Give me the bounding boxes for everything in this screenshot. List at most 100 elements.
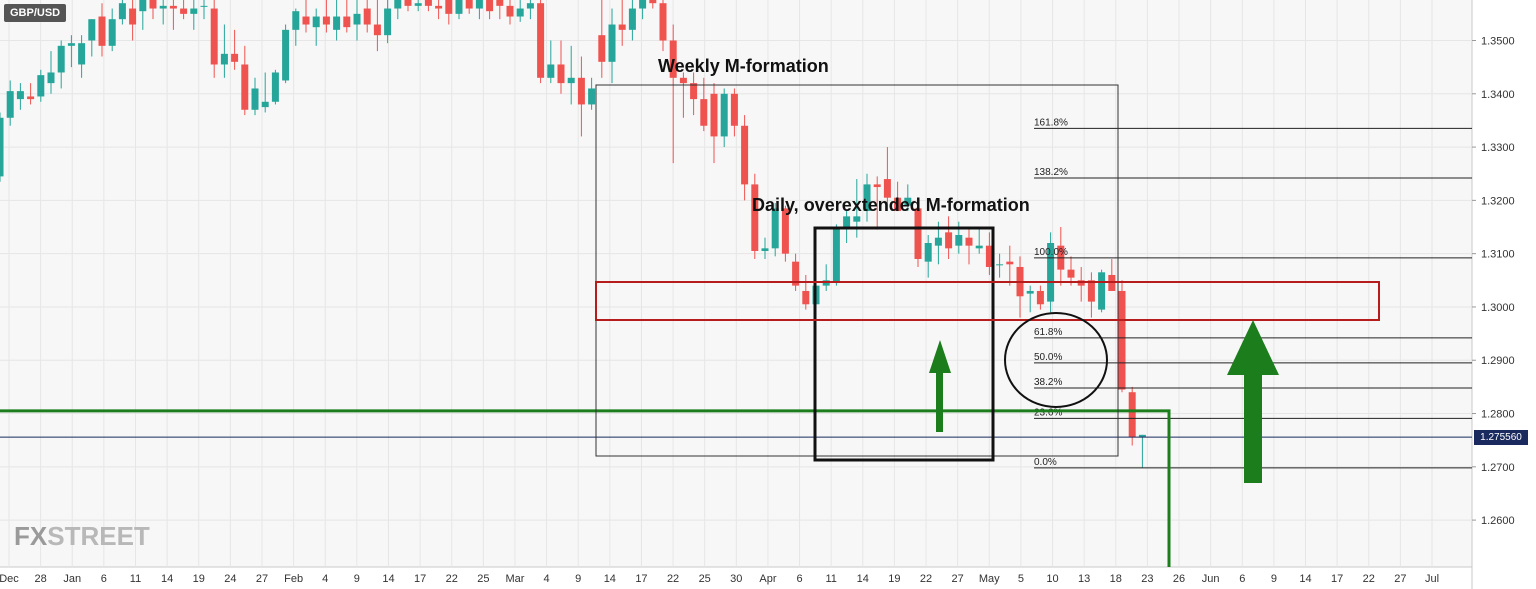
x-tick-label: 22 <box>667 573 679 585</box>
candle-body <box>302 16 310 25</box>
weekly-m-formation-label: Weekly M-formation <box>658 56 829 76</box>
x-tick-label: 19 <box>193 573 205 585</box>
candle-body <box>608 24 616 62</box>
x-tick-label: 13 <box>1078 573 1090 585</box>
y-tick-label: 1.2800 <box>1481 409 1515 421</box>
candle-body <box>404 0 412 6</box>
candle-body <box>720 93 728 137</box>
x-tick-label: May <box>979 573 1000 585</box>
candle-body <box>1036 290 1044 305</box>
x-tick-label: 11 <box>825 573 836 585</box>
candle-body <box>669 40 677 78</box>
x-tick-label: 19 <box>888 573 900 585</box>
candle-body <box>210 8 218 65</box>
candle-body <box>47 72 55 84</box>
candle-body <box>414 3 422 6</box>
candle-body <box>251 88 259 110</box>
y-tick-label: 1.3100 <box>1481 249 1515 261</box>
candle-body <box>761 248 769 251</box>
y-tick-label: 1.3400 <box>1481 89 1515 101</box>
y-tick-label: 1.2700 <box>1481 462 1515 474</box>
candle-body <box>945 232 953 249</box>
candle-body <box>996 264 1004 266</box>
candle-body <box>261 101 269 108</box>
fxstreet-logo: FXSTREET <box>14 521 150 551</box>
candle-body <box>0 117 4 177</box>
candle-body <box>169 5 177 9</box>
candle-body <box>883 179 891 198</box>
support-line <box>0 409 1171 567</box>
candle-body <box>37 75 45 97</box>
candle-body <box>659 3 667 41</box>
candle-body <box>1047 243 1055 302</box>
candle-body <box>639 0 647 9</box>
x-tick-label: 10 <box>1046 573 1058 585</box>
candle-body <box>771 208 779 249</box>
candle-body <box>1128 392 1136 438</box>
x-tick-label: 22 <box>1363 573 1375 585</box>
candle-body <box>894 197 902 212</box>
fib-level-label: 23.6% <box>1034 407 1062 418</box>
candle-body <box>496 0 504 6</box>
candle-body <box>394 0 402 9</box>
fib-level-label: 38.2% <box>1034 377 1062 388</box>
x-tick-label: 14 <box>857 573 869 585</box>
y-tick-label: 1.3000 <box>1481 302 1515 314</box>
candle-body <box>537 3 545 78</box>
y-tick-label: 1.3500 <box>1481 36 1515 48</box>
x-tick-label: 9 <box>1271 573 1277 585</box>
candle-body <box>108 19 116 46</box>
x-tick-label: 6 <box>101 573 107 585</box>
y-tick-label: 1.3200 <box>1481 195 1515 207</box>
candle-body <box>751 184 759 251</box>
x-tick-label: 22 <box>920 573 932 585</box>
candle-body <box>1006 261 1014 265</box>
candle-body <box>241 64 249 110</box>
x-tick-label: 6 <box>1239 573 1245 585</box>
candle-body <box>516 8 524 17</box>
candle-body <box>649 0 657 4</box>
candle-body <box>190 8 198 14</box>
x-tick-label: 26 <box>1173 573 1185 585</box>
candle-body <box>1087 280 1095 302</box>
y-tick-label: 1.2900 <box>1481 355 1515 367</box>
x-tick-label: 9 <box>354 573 360 585</box>
candle-body <box>322 16 330 25</box>
fib-level-label: 138.2% <box>1034 167 1068 178</box>
fib-level-label: 50.0% <box>1034 352 1062 363</box>
x-tick-label: 14 <box>382 573 394 585</box>
x-tick-label: 5 <box>1018 573 1024 585</box>
candle-body <box>1067 269 1075 278</box>
candle-body <box>547 64 555 78</box>
x-tick-label: 24 <box>224 573 236 585</box>
weekly-box <box>595 84 1119 457</box>
candle-body <box>904 197 912 206</box>
candle-body <box>690 83 698 100</box>
large-arrow-shaft <box>1244 374 1262 483</box>
candle-body <box>98 16 106 46</box>
candle-body <box>700 99 708 126</box>
candle-body <box>435 5 443 9</box>
x-tick-label: 18 <box>1110 573 1122 585</box>
x-tick-label: 27 <box>1394 573 1406 585</box>
candle-body <box>424 0 432 6</box>
candle-body <box>843 216 851 228</box>
candle-body <box>180 8 188 14</box>
candle-body <box>231 53 239 62</box>
fib-level-label: 100.0% <box>1034 247 1068 258</box>
x-tick-label: 23 <box>1141 573 1153 585</box>
candle-body <box>577 77 585 105</box>
candle-body <box>373 24 381 36</box>
symbol-label: GBP/USD <box>4 4 67 22</box>
candle-body <box>730 93 738 126</box>
candle-body <box>965 237 973 246</box>
candle-body <box>384 8 392 36</box>
x-tick-label: 6 <box>796 573 802 585</box>
x-tick-label: Jan <box>63 573 81 585</box>
candle-body <box>710 93 718 137</box>
candle-body <box>455 0 463 14</box>
x-tick-label: Jul <box>1425 573 1439 585</box>
y-tick-label: 1.3300 <box>1481 142 1515 154</box>
